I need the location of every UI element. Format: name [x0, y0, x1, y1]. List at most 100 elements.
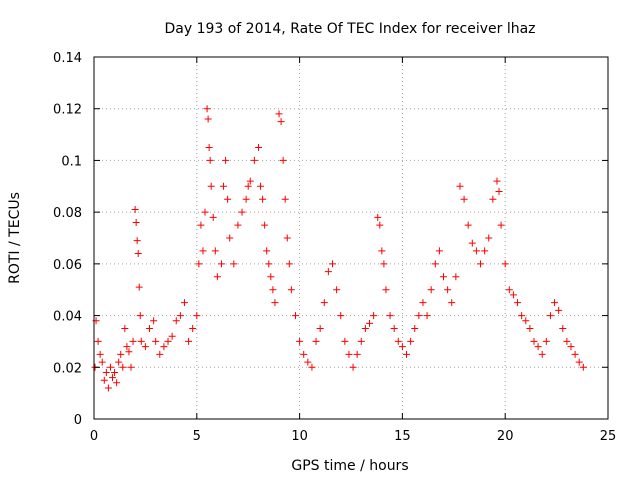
data-point [522, 317, 530, 325]
data-point [106, 363, 114, 371]
y-tick-label: 0.04 [53, 310, 82, 325]
data-point [563, 337, 571, 345]
data-point [361, 325, 369, 332]
chart-title: Day 193 of 2014, Rate Of TEC Index for r… [164, 21, 535, 37]
data-point [244, 182, 252, 190]
data-point [246, 177, 254, 185]
y-tick-label: 0.06 [53, 258, 82, 273]
data-point [164, 337, 172, 345]
data-point [265, 260, 273, 268]
y-tick-label: 0.14 [53, 51, 82, 66]
data-point [160, 343, 168, 351]
data-point [117, 350, 125, 358]
data-point [204, 115, 212, 123]
data-point [403, 350, 411, 358]
data-point [98, 358, 106, 366]
data-point [468, 239, 476, 247]
data-point [407, 337, 415, 345]
data-point [226, 234, 234, 242]
data-point [111, 368, 119, 376]
data-point [423, 312, 431, 320]
data-point [534, 343, 542, 351]
data-point [530, 337, 538, 345]
data-point [559, 325, 567, 332]
data-point [193, 312, 201, 320]
data-point [538, 350, 546, 358]
data-point [277, 118, 285, 126]
data-point [121, 325, 129, 332]
data-point [546, 312, 554, 320]
y-tick-label: 0.02 [53, 361, 82, 376]
data-point [259, 195, 267, 203]
data-point [386, 312, 394, 320]
data-point [505, 286, 513, 294]
data-point [341, 337, 349, 345]
x-tick-label: 10 [291, 429, 308, 444]
data-point [234, 221, 242, 229]
data-point [134, 250, 142, 258]
data-point [135, 283, 143, 291]
data-point [257, 182, 265, 190]
data-point [316, 325, 324, 332]
data-point [542, 337, 550, 345]
data-point [380, 260, 388, 268]
data-point [481, 247, 489, 255]
data-point [125, 348, 133, 356]
data-point [328, 260, 336, 268]
data-point [390, 325, 398, 332]
data-point [376, 221, 384, 229]
data-point [291, 312, 299, 320]
data-point [489, 195, 497, 203]
data-point [366, 319, 374, 327]
data-point [123, 343, 131, 351]
y-tick-label: 0 [74, 413, 82, 428]
data-point [206, 156, 214, 164]
data-point [456, 182, 464, 190]
x-tick-label: 5 [193, 429, 201, 444]
data-point [267, 273, 275, 281]
data-point [444, 286, 452, 294]
data-point [254, 144, 262, 151]
data-point [320, 299, 328, 307]
y-axis-label: ROTI / TECUs [7, 192, 23, 284]
data-point [333, 286, 341, 294]
data-point [199, 247, 207, 255]
data-point [514, 299, 522, 307]
plot-frame [93, 56, 609, 420]
data-point [263, 247, 271, 255]
data-point [509, 291, 517, 299]
data-point [131, 206, 139, 214]
data-point [271, 299, 279, 307]
data-point [129, 337, 137, 345]
data-point [250, 156, 258, 164]
data-point [119, 363, 127, 371]
data-point [353, 350, 361, 358]
x-tick-label: 20 [497, 429, 514, 444]
x-axis-label: GPS time / hours [291, 458, 408, 474]
data-point [156, 350, 164, 358]
data-point [452, 273, 460, 281]
data-point [152, 337, 160, 345]
data-point [220, 182, 228, 190]
data-point [567, 343, 575, 351]
data-point [261, 221, 269, 229]
data-point [312, 337, 320, 345]
data-point [374, 213, 382, 221]
data-point [205, 144, 213, 151]
data-point [526, 325, 534, 332]
data-point [133, 237, 141, 245]
data-points [91, 105, 587, 392]
data-point [136, 312, 144, 320]
data-point [180, 299, 188, 307]
data-point [357, 337, 365, 345]
data-point [308, 363, 316, 371]
axis-ticks: 0 5 10 15 20 25 0 0.02 0.04 0.06 0.08 0.1 0.12 0.14 [53, 51, 616, 444]
data-point [168, 332, 176, 340]
data-point [448, 299, 456, 307]
data-point [477, 260, 485, 268]
data-point [185, 337, 193, 345]
data-point [435, 247, 443, 255]
y-tick-label: 0.12 [53, 103, 82, 118]
data-point [172, 317, 180, 325]
